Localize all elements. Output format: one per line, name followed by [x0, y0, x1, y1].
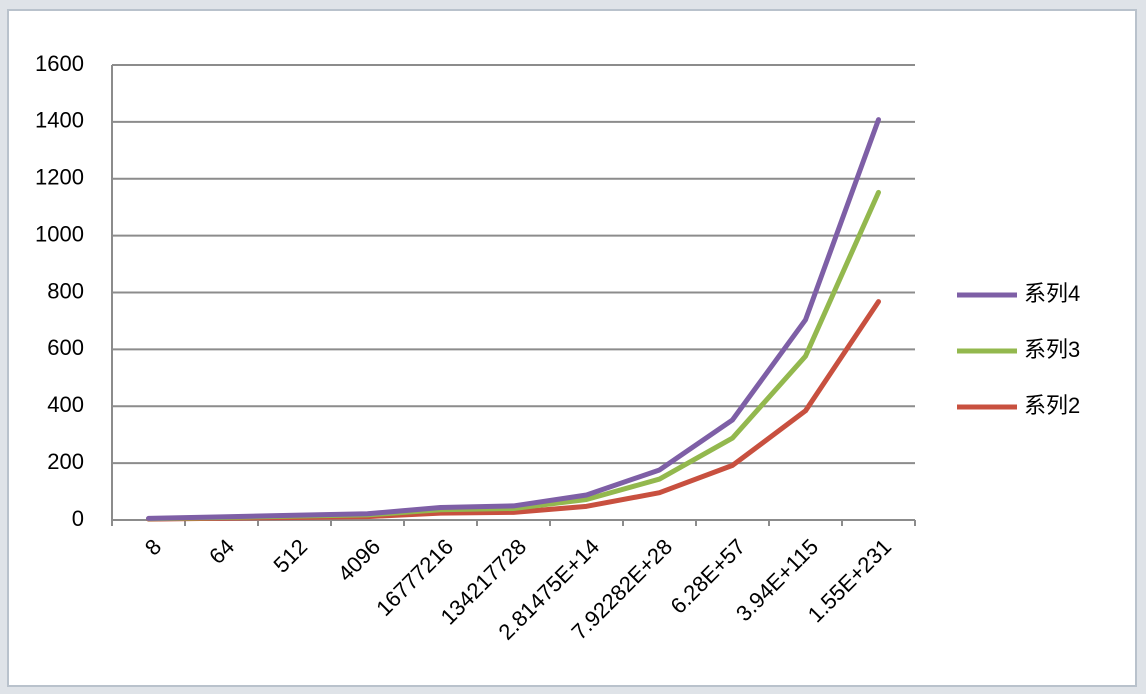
y-tick-label: 400	[47, 392, 84, 417]
legend-label: 系列4	[1024, 281, 1080, 306]
y-tick-label: 0	[72, 506, 84, 531]
chart-area	[7, 9, 1137, 687]
legend-label: 系列3	[1024, 337, 1080, 362]
y-tick-label: 1000	[35, 221, 84, 246]
series-line	[146, 117, 881, 521]
y-tick-label: 200	[47, 449, 84, 474]
y-tick-label: 800	[47, 278, 84, 303]
y-tick-label: 1400	[35, 108, 84, 133]
y-tick-label: 600	[47, 335, 84, 360]
y-tick-label: 1600	[35, 51, 84, 76]
y-tick-label: 1200	[35, 165, 84, 190]
legend-label: 系列2	[1024, 393, 1080, 418]
